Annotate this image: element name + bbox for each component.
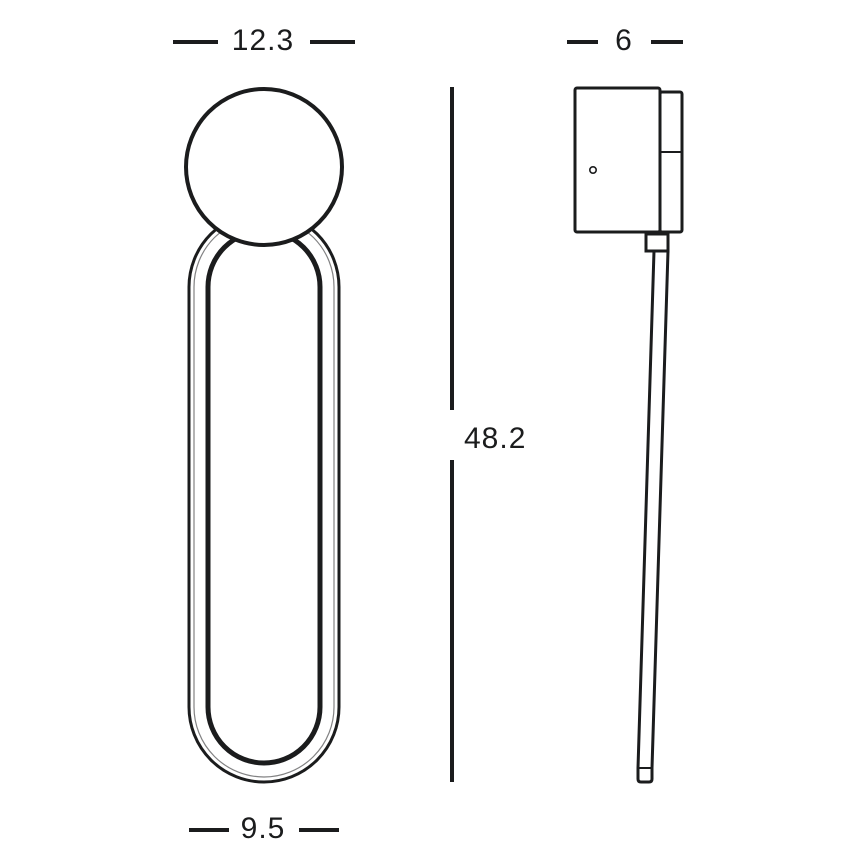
side-bracket (646, 234, 668, 251)
side-stem (638, 251, 668, 782)
side-plate (575, 88, 660, 232)
dim-width-top: 12.3 (232, 24, 294, 57)
dim-width-bottom: 9.5 (241, 812, 286, 845)
side-front-bar (660, 92, 682, 232)
front-outer-pill (189, 212, 339, 782)
front-globe (186, 89, 342, 245)
front-view (186, 89, 342, 782)
dim-height: 48.2 (464, 422, 526, 455)
dim-depth: 6 (615, 24, 633, 57)
side-view (575, 88, 682, 782)
front-outer-pill-guide (194, 217, 334, 777)
front-inner-pill (208, 231, 320, 763)
